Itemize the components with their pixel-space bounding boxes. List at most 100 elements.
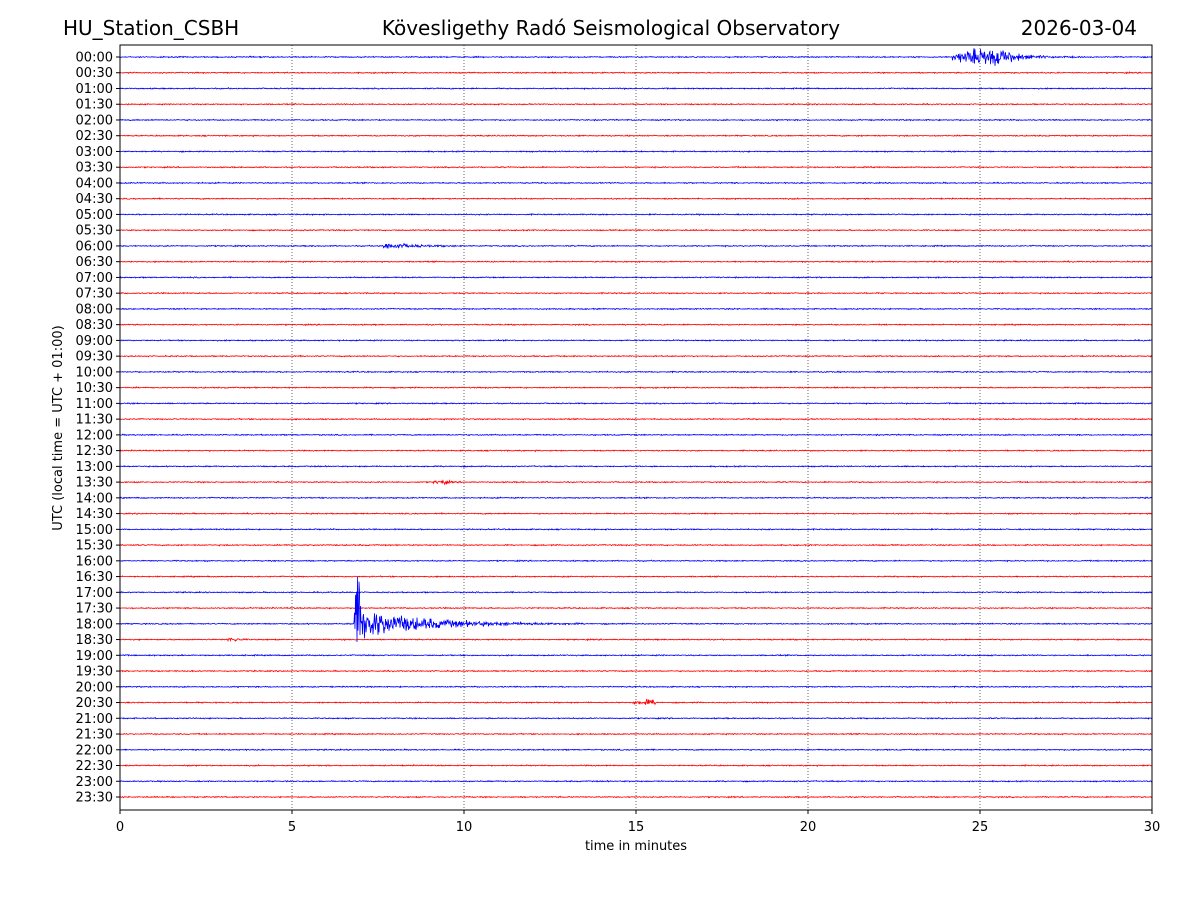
traces: [119, 48, 1153, 799]
y-tick-label: 08:30: [76, 318, 113, 333]
x-tick-label: 15: [628, 820, 645, 835]
y-tick-label: 20:00: [76, 680, 113, 695]
y-tick-label: 15:00: [76, 523, 113, 538]
trace-0200: [119, 118, 1153, 122]
y-tick-label: 02:30: [76, 129, 113, 144]
trace-0630: [119, 260, 1153, 264]
trace-1500: [119, 527, 1153, 532]
y-tick-label: 23:00: [76, 775, 113, 790]
trace-1230: [119, 449, 1153, 453]
y-tick-label: 19:00: [76, 649, 113, 664]
trace-1430: [119, 511, 1153, 516]
y-tick-label: 18:30: [76, 633, 113, 648]
station-label: HU_Station_CSBH: [63, 16, 239, 40]
y-tick-label: 14:00: [76, 491, 113, 506]
x-axis: 0 5 10 15 20 25 30: [116, 810, 1160, 835]
trace-1930: [119, 669, 1153, 673]
trace-1900: [119, 653, 1153, 657]
trace-1800: [119, 576, 1153, 643]
y-tick-label: 19:30: [76, 665, 113, 680]
trace-1400: [119, 496, 1153, 500]
y-tick-label: 17:30: [76, 602, 113, 617]
y-tick-label: 02:00: [76, 113, 113, 128]
x-tick-label: 5: [288, 820, 296, 835]
trace-2130: [119, 732, 1153, 736]
trace-1030: [119, 386, 1153, 390]
trace-1600: [119, 559, 1153, 563]
trace-1630: [119, 575, 1153, 579]
y-tick-label: 07:30: [76, 287, 113, 302]
grid-lines: [291, 45, 981, 810]
y-tick-label: 21:30: [76, 728, 113, 743]
trace-1700: [119, 590, 1153, 594]
y-tick-label: 00:00: [76, 51, 113, 66]
trace-0300: [119, 150, 1153, 153]
y-tick-label: 23:30: [76, 791, 113, 806]
trace-0830: [119, 323, 1153, 327]
trace-0930: [119, 354, 1153, 358]
trace-2230: [119, 763, 1152, 768]
date-label: 2026-03-04: [1021, 16, 1137, 40]
x-tick-label: 25: [972, 820, 989, 835]
trace-0900: [119, 338, 1153, 342]
trace-1830: [119, 637, 1153, 643]
trace-0430: [119, 197, 1153, 201]
trace-1730: [119, 606, 1153, 610]
y-tick-label: 22:00: [76, 743, 113, 758]
x-tick-label: 0: [116, 820, 124, 835]
y-tick-label: 11:00: [76, 397, 113, 412]
trace-0400: [119, 181, 1153, 185]
y-tick-label: 04:30: [76, 192, 113, 207]
y-tick-label: 08:00: [76, 302, 113, 317]
trace-0330: [119, 165, 1153, 169]
y-tick-label: 20:30: [76, 696, 113, 711]
trace-0530: [119, 228, 1152, 232]
trace-0800: [119, 307, 1153, 311]
y-tick-label: 01:30: [76, 98, 113, 113]
y-tick-label: 18:00: [76, 617, 113, 632]
y-tick-label: 10:00: [76, 365, 113, 380]
y-tick-label: 09:30: [76, 350, 113, 365]
y-tick-label: 16:00: [76, 554, 113, 569]
trace-1200: [120, 433, 1153, 437]
y-tick-label: 04:00: [76, 176, 113, 191]
chart-title: Kövesligethy Radó Seismological Observat…: [382, 16, 840, 40]
trace-1000: [119, 370, 1153, 374]
y-tick-label: 10:30: [76, 381, 113, 396]
x-tick-label: 10: [456, 820, 473, 835]
x-tick-label: 30: [1144, 820, 1161, 835]
trace-0130: [119, 102, 1153, 106]
y-tick-label: 12:00: [76, 428, 113, 443]
y-tick-label: 03:30: [76, 161, 113, 176]
trace-2100: [119, 716, 1153, 720]
y-tick-label: 17:00: [76, 586, 113, 601]
y-tick-label: 11:30: [76, 413, 113, 428]
y-tick-label: 06:00: [76, 239, 113, 254]
y-tick-label: 13:30: [76, 476, 113, 491]
y-tick-label: 12:30: [76, 444, 113, 459]
y-tick-label: 07:00: [76, 271, 113, 286]
y-tick-label: 01:00: [76, 82, 113, 97]
trace-2300: [120, 779, 1153, 783]
trace-0700: [119, 275, 1153, 279]
y-tick-label: 22:30: [76, 759, 113, 774]
y-axis: 00:0000:3001:0001:3002:0002:3003:0003:30…: [76, 51, 120, 806]
trace-2030: [119, 699, 1153, 706]
y-tick-label: 16:30: [76, 570, 113, 585]
y-axis-label: UTC (local time = UTC + 01:00): [51, 325, 66, 530]
x-tick-label: 20: [800, 820, 817, 835]
y-tick-label: 05:30: [76, 224, 113, 239]
trace-2330: [119, 795, 1153, 799]
y-tick-label: 00:30: [76, 66, 113, 81]
y-tick-label: 05:00: [76, 208, 113, 223]
trace-1130: [119, 417, 1153, 421]
y-tick-label: 14:30: [76, 507, 113, 522]
trace-0730: [119, 291, 1153, 295]
trace-2000: [119, 685, 1153, 689]
trace-1330: [119, 479, 1153, 486]
trace-0030: [119, 71, 1153, 75]
trace-0100: [119, 87, 1153, 91]
trace-1530: [119, 543, 1153, 547]
y-tick-label: 13:00: [76, 460, 113, 475]
